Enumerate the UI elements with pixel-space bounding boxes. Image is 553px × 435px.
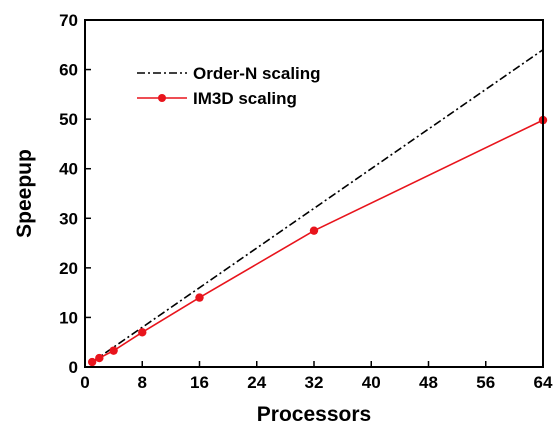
- x-tick-label: 0: [80, 373, 89, 392]
- plot-lines: [87, 49, 548, 367]
- legend: Order-N scaling IM3D scaling: [137, 64, 321, 108]
- im3d-data-point: [138, 328, 147, 337]
- y-tick-label: 10: [59, 308, 78, 327]
- x-tick-label: 24: [247, 373, 266, 392]
- x-tick-label: 48: [419, 373, 438, 392]
- series-line-order-n: [91, 49, 544, 363]
- im3d-data-point: [195, 293, 204, 302]
- x-tick-label: 64: [534, 373, 553, 392]
- legend-label-order-n: Order-N scaling: [193, 64, 321, 83]
- y-axis-ticks: 0 10 20 30 40 50 60 70: [59, 11, 91, 377]
- x-tick-label: 8: [138, 373, 147, 392]
- y-tick-label: 50: [59, 110, 78, 129]
- legend-label-im3d: IM3D scaling: [193, 89, 297, 108]
- legend-marker-im3d: [158, 94, 166, 102]
- im3d-data-point: [87, 357, 97, 367]
- x-tick-label: 32: [305, 373, 324, 392]
- x-axis-ticks: 0 8 16 24 32 40 48 56 64: [80, 361, 553, 392]
- y-tick-label: 30: [59, 209, 78, 228]
- x-tick-label: 16: [190, 373, 209, 392]
- y-tick-label: 40: [59, 160, 78, 179]
- y-axis-title: Speepup: [13, 149, 36, 238]
- series-line-im3d: [91, 119, 544, 363]
- y-tick-label: 60: [59, 61, 78, 80]
- x-axis-title: Processors: [257, 403, 371, 426]
- x-tick-label: 40: [362, 373, 381, 392]
- y-tick-label: 70: [59, 11, 78, 30]
- im3d-data-point: [109, 346, 118, 355]
- im3d-data-point: [309, 226, 319, 235]
- x-tick-label: 56: [476, 373, 495, 392]
- y-tick-label: 20: [59, 259, 78, 278]
- y-tick-label: 0: [69, 358, 78, 377]
- im3d-data-point: [95, 353, 104, 363]
